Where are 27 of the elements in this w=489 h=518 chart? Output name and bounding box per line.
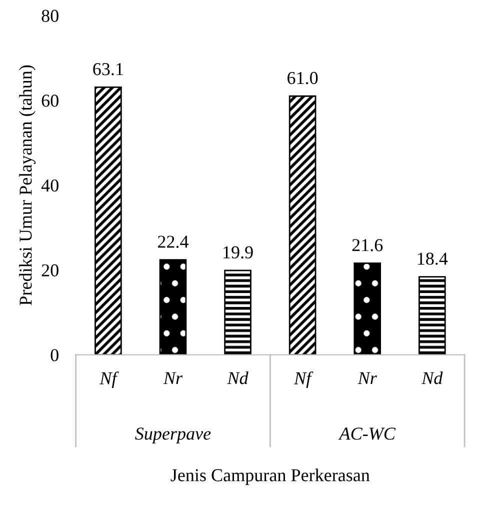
x-tick-label: Nr (358, 372, 377, 384)
text: AC-WC (338, 428, 396, 440)
y-tick-label: 60 (42, 94, 58, 107)
y-tick-label: 80 (42, 10, 58, 22)
y-axis-title: Prediksi Umur Pelayanan (tahun) (19, 65, 36, 306)
x-tick-label: Nr (163, 372, 183, 384)
x-tick-label: Nd (227, 371, 248, 384)
bar (94, 86, 122, 355)
x-tick-label: Nf (294, 371, 314, 388)
x-tick-label: Nd (421, 371, 443, 384)
data-label: 19.9 (224, 246, 253, 259)
y-tick-label: 40 (41, 179, 58, 192)
y-tick-label: 20 (42, 264, 58, 276)
bar (418, 276, 446, 355)
data-label: 63.1 (93, 63, 123, 76)
bar (354, 262, 382, 355)
bar (288, 95, 316, 355)
y-tick-label: 0 (50, 349, 58, 362)
text: Superpave (135, 428, 211, 444)
data-label: 22.4 (158, 236, 188, 248)
data-label: 21.6 (352, 239, 383, 252)
data-label: 61.0 (288, 72, 318, 84)
data-label: 18.4 (418, 252, 448, 265)
bar (159, 259, 187, 355)
x-tick-label: Nf (100, 371, 119, 388)
bar (224, 270, 252, 355)
x-axis-title: Jenis Campuran Perkerasan (170, 468, 370, 485)
